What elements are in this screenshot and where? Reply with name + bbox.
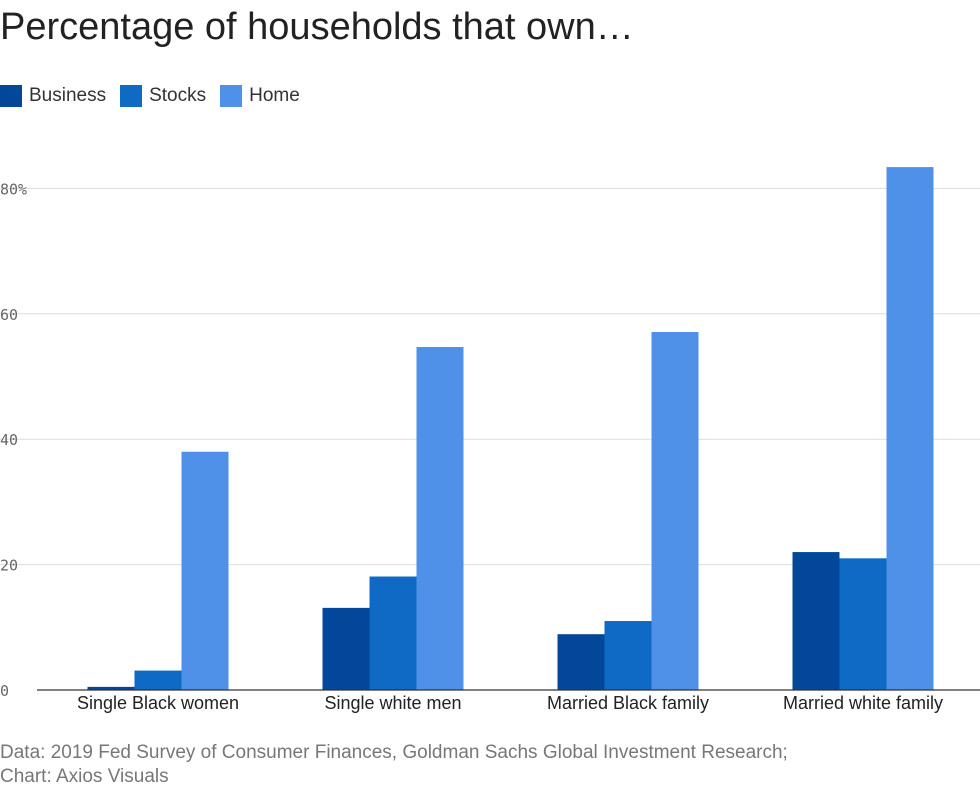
chart-title: Percentage of households that own… (0, 6, 634, 48)
legend-label-business: Business (29, 85, 107, 106)
bar-stocks (369, 576, 417, 690)
bar-stocks (134, 670, 182, 690)
y-tick-label: 80% (0, 180, 27, 198)
legend-item-business: Business (0, 85, 106, 107)
legend-label-home: Home (249, 85, 300, 106)
bar-business (87, 686, 135, 690)
y-tick-label: 20 (0, 557, 18, 575)
bar-stocks (839, 558, 887, 690)
legend-swatch-business (0, 85, 22, 107)
legend-label-stocks: Stocks (149, 85, 207, 106)
x-tick-label: Single Black women (77, 693, 239, 713)
bar-home (651, 331, 699, 690)
bar-home (886, 167, 934, 690)
legend-swatch-stocks (120, 85, 143, 107)
bar-stocks (604, 621, 652, 690)
bar-home (416, 347, 464, 690)
source-note: Data: 2019 Fed Survey of Consumer Financ… (0, 741, 788, 789)
legend: Business Stocks Home (0, 85, 314, 107)
y-tick-label: 0 (0, 682, 9, 700)
source-line-1: Data: 2019 Fed Survey of Consumer Financ… (0, 742, 788, 763)
bar-chart: 0 20 40 60 80% Single Black women Single white… (0, 167, 980, 713)
bar-home (181, 451, 229, 690)
legend-swatch-home (220, 85, 243, 107)
source-line-2: Chart: Axios Visuals (0, 766, 169, 787)
x-tick-label: Married white family (783, 693, 943, 713)
legend-item-stocks: Stocks (120, 85, 206, 107)
y-tick-label: 40 (0, 431, 18, 449)
x-tick-label: Married Black family (547, 693, 709, 713)
y-tick-label: 60 (0, 306, 18, 324)
x-tick-label: Single white men (324, 693, 461, 713)
bar-business (322, 607, 370, 690)
bar-business (792, 552, 840, 690)
legend-item-home: Home (220, 85, 300, 107)
bar-business (557, 634, 605, 690)
